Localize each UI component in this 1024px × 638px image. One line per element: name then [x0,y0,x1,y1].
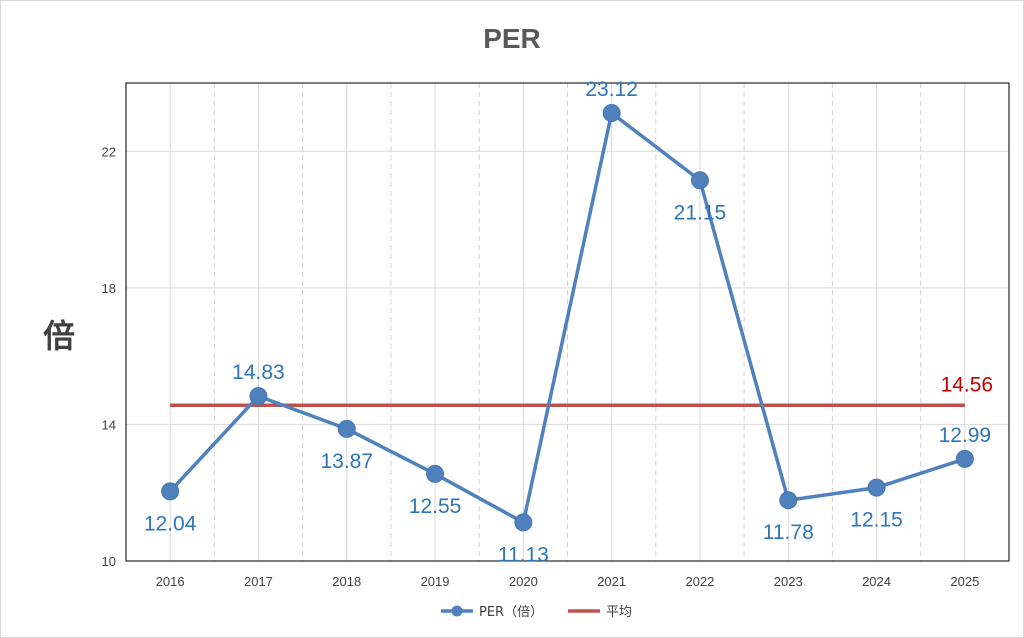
legend-per-label: PER（倍） [479,605,543,620]
per-data-point [161,482,180,501]
y-tick-label: 18 [102,281,116,296]
per-data-label: 12.04 [144,512,197,535]
series-layer [161,104,974,532]
per-series-line [168,111,966,525]
legend-average-label: 平均 [606,605,632,620]
x-tick-label: 2022 [685,574,714,589]
per-data-label: 13.87 [320,450,373,473]
per-data-label: 11.78 [763,521,814,544]
x-tick-label: 2016 [156,574,185,589]
plot-area-border [125,82,1010,562]
y-tick-label: 10 [102,554,116,569]
per-data-label: 14.83 [232,361,285,384]
x-tick-label: 2021 [597,574,626,589]
y-axis-label: 倍 [43,317,75,355]
y-tick-label: 22 [102,144,116,159]
per-data-point [690,171,709,190]
per-data-label: 11.13 [498,543,549,566]
per-data-label: 21.15 [674,201,727,224]
x-tick-label: 2019 [421,574,450,589]
x-tick-label: 2020 [509,574,538,589]
per-data-point [867,478,886,497]
legend-per-swatch-marker [451,605,463,617]
per-data-point [602,104,621,123]
per-data-point [514,513,533,532]
chart-title: PER [483,23,541,54]
x-tick-label: 2017 [244,574,273,589]
per-data-point [337,419,356,438]
per-data-point [955,449,974,468]
per-data-point [779,491,798,510]
per-data-label: 12.99 [939,424,992,447]
per-data-label: 12.15 [850,509,903,532]
per-data-label: 23.12 [585,78,638,101]
label-layer: 14.56 12.04 14.83 13.87 12.55 11.13 23.12 21.15… [144,78,993,566]
x-tick-label: 2025 [950,574,979,589]
axis-layer: 10 14 18 22 2016 2017 2018 2019 2020 2021 2022 2023… [102,82,1010,589]
per-data-label: 12.55 [409,495,462,518]
x-tick-label: 2018 [332,574,361,589]
y-tick-label: 14 [102,417,116,432]
average-value-label: 14.56 [941,373,994,396]
per-data-point [426,464,445,483]
legend: PER（倍） 平均 [441,605,632,620]
x-tick-label: 2023 [774,574,803,589]
x-tick-label: 2024 [862,574,891,589]
per-data-point [249,387,268,406]
